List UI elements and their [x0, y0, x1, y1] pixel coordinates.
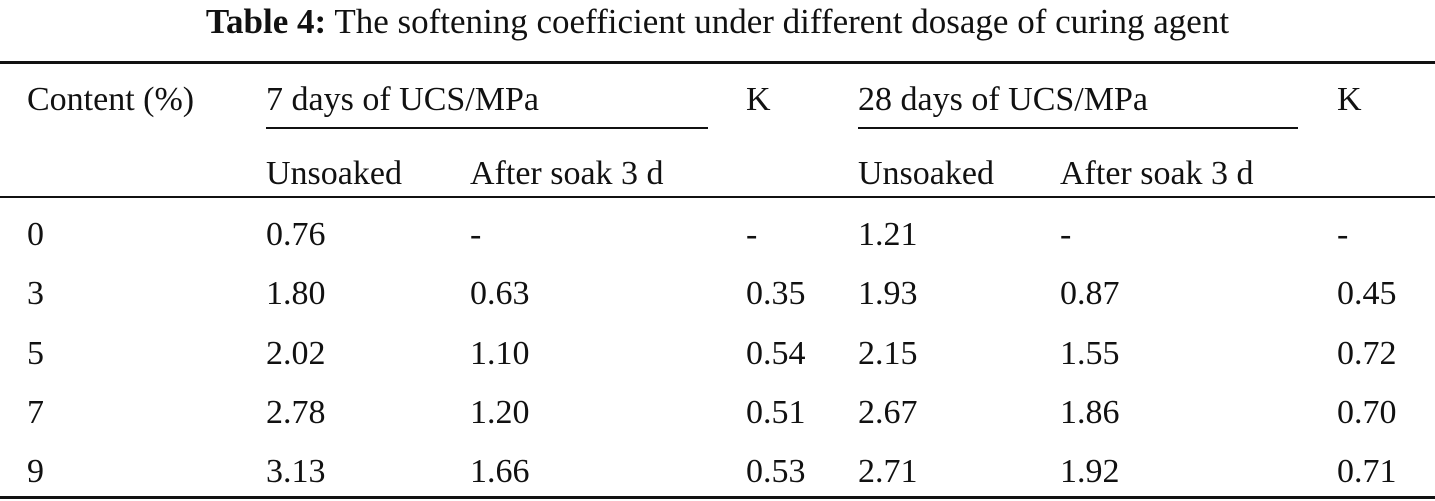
cell-content: 3 [27, 275, 44, 312]
header-k-7-days: K [746, 81, 771, 118]
header-content: Content (%) [27, 81, 195, 118]
cell-k-28-days: 0.72 [1337, 335, 1397, 372]
cell-k-28-days: 0.71 [1337, 453, 1397, 490]
cell-unsoaked-28-days: 1.21 [858, 216, 918, 253]
cell-unsoaked-7-days: 2.78 [266, 394, 326, 431]
cell-after-soak-28-days: 0.87 [1060, 275, 1120, 312]
header-after-soak-28-days: After soak 3 d [1060, 155, 1254, 192]
cell-k-7-days: 0.51 [746, 394, 806, 431]
cell-k-28-days: 0.70 [1337, 394, 1397, 431]
cell-unsoaked-7-days: 1.80 [266, 275, 326, 312]
cell-k-7-days: 0.53 [746, 453, 806, 490]
table-bottom-rule [0, 496, 1435, 499]
cell-k-28-days: 0.45 [1337, 275, 1397, 312]
header-k-28-days: K [1337, 81, 1362, 118]
cell-unsoaked-28-days: 2.67 [858, 394, 918, 431]
cell-after-soak-7-days: - [470, 216, 482, 253]
cell-content: 7 [27, 394, 44, 431]
header-ucs-28-days: 28 days of UCS/MPa [858, 81, 1148, 118]
cell-after-soak-7-days: 1.66 [470, 453, 530, 490]
header-after-soak-7-days: After soak 3 d [470, 155, 664, 192]
cell-unsoaked-7-days: 2.02 [266, 335, 326, 372]
cell-after-soak-7-days: 1.20 [470, 394, 530, 431]
cell-unsoaked-7-days: 3.13 [266, 453, 326, 490]
header-unsoaked-28-days: Unsoaked [858, 155, 994, 192]
cell-after-soak-28-days: 1.86 [1060, 394, 1120, 431]
table-header-rule [0, 196, 1435, 198]
cell-k-7-days: 0.54 [746, 335, 806, 372]
cell-content: 9 [27, 453, 44, 490]
table-caption: Table 4: The softening coefficient under… [0, 2, 1435, 42]
cell-after-soak-28-days: - [1060, 216, 1072, 253]
cell-after-soak-7-days: 1.10 [470, 335, 530, 372]
cell-content: 0 [27, 216, 44, 253]
cell-after-soak-7-days: 0.63 [470, 275, 530, 312]
table-caption-label: Table 4: [205, 2, 327, 41]
cell-content: 5 [27, 335, 44, 372]
cell-k-7-days: - [746, 216, 758, 253]
cell-unsoaked-7-days: 0.76 [266, 216, 326, 253]
header-span-rule-28-days [858, 127, 1298, 129]
cell-after-soak-28-days: 1.55 [1060, 335, 1120, 372]
cell-unsoaked-28-days: 2.15 [858, 335, 918, 372]
cell-unsoaked-28-days: 2.71 [858, 453, 918, 490]
table-caption-text: The softening coefficient under differen… [334, 2, 1230, 41]
cell-k-7-days: 0.35 [746, 275, 806, 312]
header-ucs-7-days: 7 days of UCS/MPa [266, 81, 539, 118]
cell-unsoaked-28-days: 1.93 [858, 275, 918, 312]
header-unsoaked-7-days: Unsoaked [266, 155, 402, 192]
cell-after-soak-28-days: 1.92 [1060, 453, 1120, 490]
cell-k-28-days: - [1337, 216, 1349, 253]
table-top-rule [0, 61, 1435, 64]
header-span-rule-7-days [266, 127, 708, 129]
